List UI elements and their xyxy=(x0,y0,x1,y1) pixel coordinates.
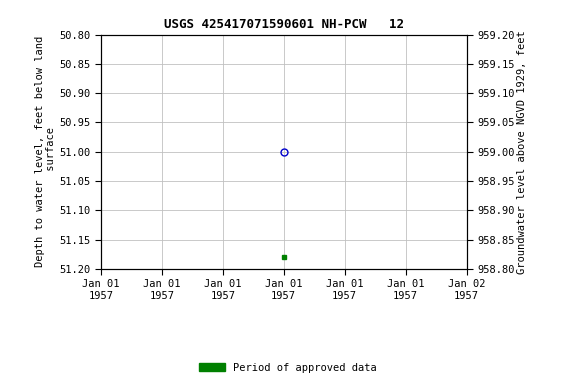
Title: USGS 425417071590601 NH-PCW   12: USGS 425417071590601 NH-PCW 12 xyxy=(164,18,404,31)
Y-axis label: Groundwater level above NGVD 1929, feet: Groundwater level above NGVD 1929, feet xyxy=(517,30,527,273)
Legend: Period of approved data: Period of approved data xyxy=(195,359,381,377)
Y-axis label: Depth to water level, feet below land
 surface: Depth to water level, feet below land su… xyxy=(35,36,56,267)
